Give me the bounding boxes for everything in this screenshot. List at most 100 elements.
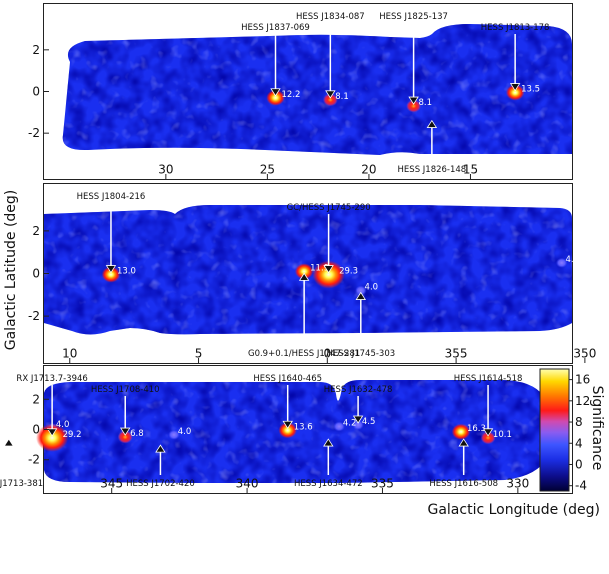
x-tick-label: 15 <box>463 163 478 177</box>
source-pointer-arrow <box>105 265 117 274</box>
x-tick-label: 20 <box>361 163 376 177</box>
hotspot <box>480 431 496 445</box>
hotspot-significance-label: 29.3 <box>339 267 358 277</box>
source-pointer-arrow <box>298 272 310 281</box>
hotspot <box>322 93 338 107</box>
hotspot <box>333 421 345 432</box>
hotspot <box>101 266 121 283</box>
x-tick-label: 340 <box>236 477 259 491</box>
x-tick-label: 355 <box>445 347 468 361</box>
y-tick-label: -2 <box>28 309 40 323</box>
hotspot <box>168 429 180 440</box>
hotspot-significance-label: 4.2 <box>343 418 357 428</box>
colorbar-tick-label: 4 <box>575 436 583 450</box>
colorbar-tick-label: 12 <box>575 394 590 408</box>
hotspot <box>294 263 314 280</box>
hotspot-significance-label: 11.9 <box>310 263 329 273</box>
source-pointer-arrow <box>323 438 334 447</box>
hotspot-significance-label: 4.0 <box>565 255 579 265</box>
x-tick-label: 350 <box>573 347 596 361</box>
source-name-label: HESS J1614-518 <box>454 374 523 384</box>
y-tick-label: -2 <box>28 453 40 467</box>
source-name-label: HESS J1804-216 <box>77 192 146 202</box>
hotspot <box>312 260 345 289</box>
x-tick-label: 345 <box>100 477 123 491</box>
hotspot-significance-label: 4.5 <box>362 417 376 427</box>
y-tick-label: 0 <box>32 267 40 281</box>
source-name-label: HESS J1634-472 <box>294 479 363 489</box>
source-pointer-arrow <box>352 415 364 424</box>
hotspot <box>352 419 364 430</box>
hotspot-layer <box>36 84 568 452</box>
hotspot-significance-label: 13.0 <box>117 267 136 277</box>
source-name-label: HESS J1632-478 <box>324 385 393 395</box>
source-pointer-arrow <box>270 88 281 97</box>
hotspot <box>355 285 367 296</box>
colorbar-tick-label: 16 <box>575 373 590 387</box>
source-name-label: RX J1713.7-3946 <box>16 374 87 384</box>
y-axis-title: Galactic Latitude (deg) <box>3 190 19 351</box>
colorbar-title: Significance <box>589 386 605 471</box>
x-tick-label: 335 <box>371 477 394 491</box>
source-pointer-arrow <box>458 438 469 447</box>
source-pointer-arrow <box>482 428 494 437</box>
source-pointer-arrow <box>46 428 58 437</box>
source-pointer-arrow <box>282 420 293 429</box>
source-name-label: HESS J1708-410 <box>91 385 160 395</box>
source-name-label: HESS J1837-069 <box>241 23 310 33</box>
source-name-label: HESS J1640-465 <box>253 374 322 384</box>
source-name-label: HESS J1826-148 <box>398 165 467 175</box>
hotspot-significance-label: 4.0 <box>178 427 192 437</box>
source-name-label: HESS J1702-420 <box>126 479 195 489</box>
x-tick-label: 30 <box>158 163 173 177</box>
hotspot-significance-label: 16.3 <box>467 424 486 434</box>
x-tick-label: 5 <box>195 347 203 361</box>
x-tick-label: 25 <box>260 163 275 177</box>
hotspot-significance-label: 8.1 <box>418 98 432 108</box>
y-tick-label: 2 <box>32 392 40 406</box>
x-tick-label: 0 <box>323 347 331 361</box>
source-pointer-arrow <box>119 427 131 436</box>
source-name-label: HESS J1825-137 <box>379 12 448 22</box>
y-tick-label: 0 <box>32 85 40 99</box>
x-axis-title: Galactic Longitude (deg) <box>427 502 600 518</box>
source-name-label: G0.9+0.1/HESS J1747-281 <box>248 349 360 359</box>
hotspot-significance-label: 10.1 <box>493 430 512 440</box>
x-tick-label: 10 <box>62 347 77 361</box>
source-name-label: GC/HESS J1745-290 <box>287 203 371 213</box>
coverage-region-1 <box>62 24 572 155</box>
source-pointer-arrow <box>509 83 521 92</box>
source-pointer-arrow <box>408 96 419 105</box>
source-pointer-arrow <box>355 291 367 300</box>
x-tick-label: 330 <box>506 477 529 491</box>
source-pointer-arrow <box>155 444 166 453</box>
source-name-label: HESS J1745-303 <box>326 349 395 359</box>
colorbar-tick-label: 0 <box>575 457 583 471</box>
hotspot <box>36 423 69 452</box>
hotspot-significance-label: 6.8 <box>130 429 144 439</box>
source-name-label: HESS J1813-178 <box>481 23 550 33</box>
hotspot <box>505 84 525 101</box>
panel-frame-1 <box>43 3 573 180</box>
source-pointer-arrow <box>426 119 438 128</box>
hotspot <box>117 430 133 444</box>
hotspot <box>278 422 297 439</box>
source-name-label: HESS J1713-381 <box>0 479 43 489</box>
hotspot-significance-label: 13.6 <box>294 422 313 432</box>
y-tick-label: 2 <box>32 224 40 238</box>
source-name-label: HESS J1616-508 <box>429 479 498 489</box>
colorbar-tick-label: 8 <box>575 415 583 429</box>
hotspot <box>555 257 568 268</box>
source-name-label: HESS J1834-087 <box>296 12 365 22</box>
colorbar <box>539 368 570 492</box>
source-pointer-arrow <box>323 265 334 274</box>
colorbar-ticks: -4 0 4 8 12 16 <box>569 373 590 493</box>
colorbar-tick-label: -4 <box>575 479 587 493</box>
hotspot <box>406 99 422 113</box>
source-pointer-arrow <box>3 438 15 447</box>
y-tick-label: -2 <box>28 126 40 140</box>
hotspot-significance-label: 12.2 <box>282 90 301 100</box>
